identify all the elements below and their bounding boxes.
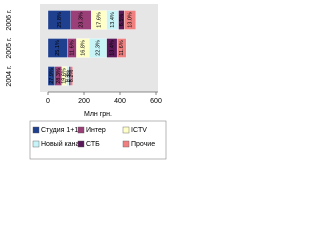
bar-segment: [116, 38, 127, 58]
percent-label: 23.3%: [78, 12, 84, 28]
legend-swatch: [122, 126, 130, 134]
legend-label: Интер: [86, 127, 106, 134]
percent-label: 13.4%: [110, 12, 116, 28]
percent-label: 27.9%: [49, 68, 55, 84]
legend-swatch: [32, 126, 40, 134]
x-tick-label: 0: [46, 98, 50, 105]
x-tick-label: 400: [114, 98, 126, 105]
legend-swatch: [32, 140, 40, 148]
percent-label: 8.2%: [69, 70, 75, 83]
legend-swatch: [77, 126, 85, 134]
percent-label: 22.3%: [95, 40, 101, 56]
bar-segment: [70, 66, 73, 86]
legend-label: ICTV: [131, 127, 147, 134]
legend-swatch: [77, 140, 85, 148]
percent-label: 6.5%: [119, 14, 125, 27]
x-tick-label: 200: [78, 98, 90, 105]
percent-label: 6.7%: [67, 70, 73, 83]
legend-label: Новый канал: [41, 140, 84, 148]
chart: Млн грн. 0 200 400 600 2006 г. 25.8% 23.3% 17.6…: [6, 4, 167, 160]
x-tick-label: 600: [150, 98, 162, 105]
y-tick-label: 2004 г.: [6, 65, 13, 86]
legend-label: СТБ: [86, 141, 100, 148]
percent-label: 25.8%: [57, 12, 63, 28]
percent-label: 19.6%: [62, 68, 68, 84]
y-tick-label: 2006 г.: [6, 9, 13, 30]
percent-label: 9.3%: [65, 70, 71, 83]
percent-label: 28.3%: [56, 68, 62, 84]
y-tick-label: 2005 г.: [6, 37, 13, 58]
percent-label: 11.6%: [119, 40, 125, 55]
percent-label: 17.6%: [96, 12, 102, 28]
legend-label: Прочие: [131, 141, 155, 148]
percent-label: 25.1%: [55, 40, 61, 56]
legend: [29, 120, 167, 160]
percent-label: 13.4%: [109, 40, 115, 56]
percent-label: 16.8%: [80, 40, 86, 56]
x-axis-label: Млн грн.: [84, 111, 112, 118]
percent-label: 11.6%: [69, 40, 75, 55]
legend-label: Студия 1+1: [41, 127, 78, 134]
legend-swatch: [122, 140, 130, 148]
bar-segment: [124, 10, 136, 30]
percent-label: 13.0%: [128, 12, 134, 28]
